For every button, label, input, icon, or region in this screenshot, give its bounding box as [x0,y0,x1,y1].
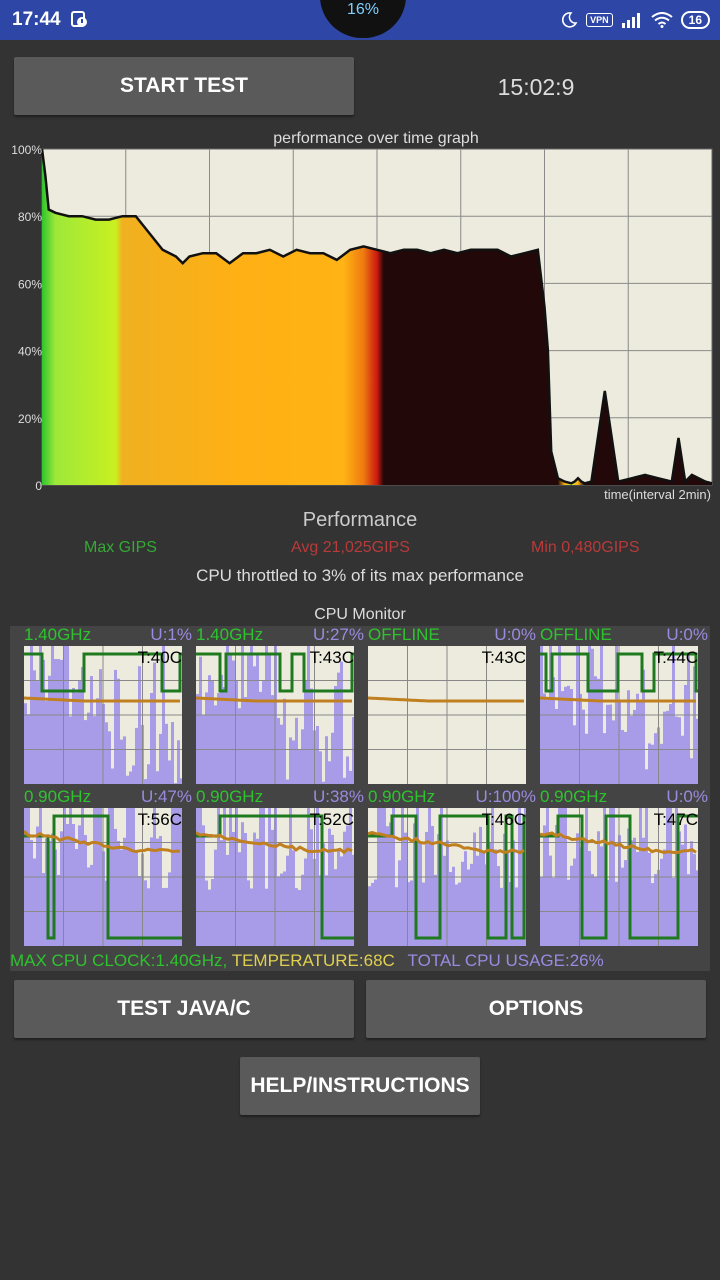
min-gips: Min 0,480GIPS [531,539,640,556]
core-temperature: T:43C [481,648,526,667]
throttle-text: CPU throttled to 3% of its max performan… [196,566,524,585]
core-temperature: T:47C [653,810,698,829]
graph-y-tick: 20% [18,412,42,426]
max-cpu-clock: MAX CPU CLOCK:1.40GHz, [10,951,228,970]
core-usage: U:100% [475,787,536,806]
core-usage: U:1% [150,625,192,644]
status-time: 17:44 [12,9,61,30]
graph-title: performance over time graph [273,130,479,147]
avg-gips: Avg 21,025GIPS [291,539,410,556]
cpu-core-5: 0.90GHz U:38% T:52C [192,787,364,950]
performance-graph: 100% 80% 60% 40% 20% 0 time(interval 2min) [11,143,713,502]
core-usage: U:38% [312,787,364,806]
core-usage-graph [24,646,182,784]
sync-icon [71,11,87,27]
graph-y-tick: 40% [18,345,42,359]
wifi-icon [651,12,673,28]
status-bar: 17:44 16% VPN 16 [0,0,720,40]
performance-heading: Performance [302,509,418,531]
core-frequency: 1.40GHz [196,625,264,644]
core-frequency: 1.40GHz [24,625,92,644]
core-usage-graph [540,808,698,946]
performance-line [40,148,713,485]
vpn-icon: VPN [586,13,613,27]
cpu-core-4: 0.90GHz U:47% T:56C [20,787,192,950]
core-usage: U:47% [140,787,192,806]
core-temperature: T:46C [481,810,526,829]
core-temperature: T:52C [309,810,354,829]
elapsed-time: 15:02:9 [497,74,575,100]
core-usage-graph [540,646,698,784]
core-temperature: T:43C [309,648,354,667]
core-usage-graph [24,808,182,946]
core-usage-graph [196,646,354,784]
moon-icon [562,12,578,28]
performance-area [42,149,712,485]
max-gips: Max GIPS [84,539,157,556]
help-instructions-button[interactable]: HELP/INSTRUCTIONS [240,1057,480,1115]
graph-y-tick: 100% [11,143,42,157]
core-usage: U:0% [666,625,708,644]
battery-ring: 16% [320,0,406,38]
core-temperature: T:40C [137,648,182,667]
test-java-c-button[interactable]: TEST JAVA/C [14,980,354,1038]
cpu-monitor-panel: 1.40GHz U:1% T:40C 1.40GHz U:27% T:43C OFFLINE… [10,625,710,971]
total-cpu-usage: TOTAL CPU USAGE:26% [407,951,604,970]
core-usage: U:0% [494,625,536,644]
core-usage-graph [368,646,526,784]
graph-y-tick: 0 [35,479,42,493]
cpu-core-3: OFFLINE U:0% T:44C [536,625,708,788]
cpu-core-2: OFFLINE U:0% T:43C [364,625,536,788]
core-usage: U:27% [312,625,364,644]
graph-y-tick: 60% [18,277,42,291]
core-frequency: 0.90GHz [540,787,608,806]
graph-x-label: time(interval 2min) [604,487,711,502]
signal-icon [621,13,640,28]
cpu-core-7: 0.90GHz U:0% T:47C [536,787,708,950]
core-frequency: 0.90GHz [196,787,264,806]
battery-ring-percent: 16% [346,1,380,18]
cpu-core-1: 1.40GHz U:27% T:43C [192,625,364,788]
graph-y-tick: 80% [18,210,42,224]
core-usage-graph [196,808,354,946]
cpu-monitor-footer: MAX CPU CLOCK:1.40GHz, TEMPERATURE:68C T… [10,951,710,971]
core-usage-graph [368,808,526,946]
cpu-core-0: 1.40GHz U:1% T:40C [20,625,192,788]
options-button[interactable]: OPTIONS [366,980,706,1038]
core-frequency: 0.90GHz [368,787,436,806]
core-frequency: OFFLINE [540,625,612,644]
core-temperature: T:56C [137,810,182,829]
battery-icon: 16 [680,11,710,29]
core-frequency: 0.90GHz [24,787,92,806]
start-test-button[interactable]: START TEST [14,57,354,115]
cpu-core-6: 0.90GHz U:100% T:46C [364,787,536,950]
temperature: TEMPERATURE:68C [231,951,395,970]
core-temperature: T:44C [653,648,698,667]
core-frequency: OFFLINE [368,625,440,644]
core-usage: U:0% [666,787,708,806]
cpu-monitor-title: CPU Monitor [314,606,406,623]
